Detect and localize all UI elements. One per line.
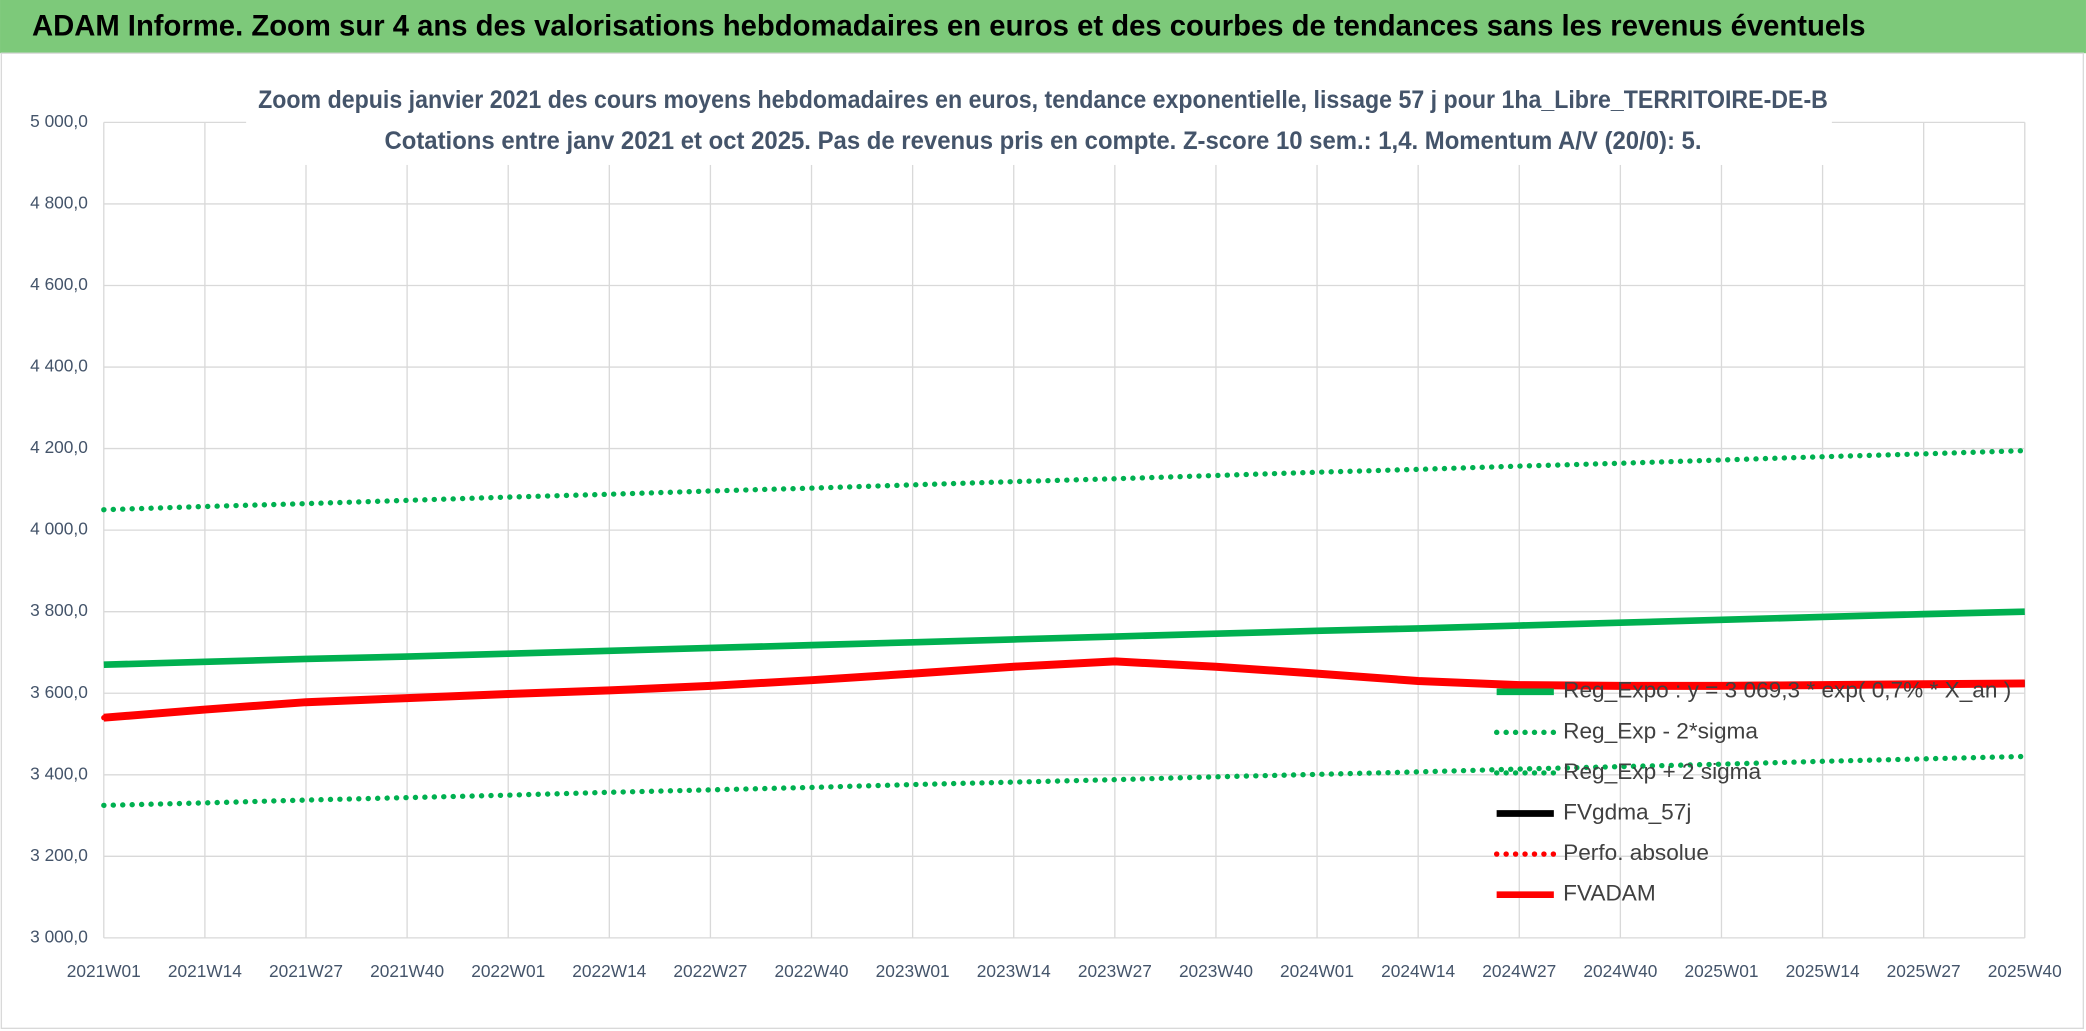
series-line bbox=[101, 753, 2028, 809]
x-tick-label: 2024W01 bbox=[1280, 961, 1354, 981]
y-tick-label: 5 000,0 bbox=[30, 111, 88, 131]
chart-subtitle: Cotations entre janv 2021 et oct 2025. P… bbox=[384, 127, 1701, 155]
x-tick-label: 2022W14 bbox=[572, 961, 646, 981]
x-tick-label: 2021W40 bbox=[370, 961, 444, 981]
x-tick-label: 2023W01 bbox=[876, 961, 950, 981]
y-tick-label: 3 200,0 bbox=[30, 845, 88, 865]
y-tick-label: 4 200,0 bbox=[30, 437, 88, 457]
plot-area: 3 000,0 3 200,0 3 400,0 3 600,0 3 800,0 4 000… bbox=[30, 111, 2062, 981]
series-line bbox=[103, 657, 2025, 722]
chart-frame bbox=[0, 52, 2084, 1030]
x-tick-label: 2025W27 bbox=[1887, 961, 1961, 981]
x-tick-label: 2022W01 bbox=[471, 961, 545, 981]
x-tick-label: 2021W14 bbox=[168, 961, 242, 981]
header-bar bbox=[0, 0, 2086, 54]
legend-label: FVgdma_57j bbox=[1563, 799, 1691, 824]
x-tick-label: 2022W40 bbox=[775, 961, 849, 981]
x-tick-label: 2024W14 bbox=[1381, 961, 1455, 981]
series-line bbox=[101, 447, 2028, 513]
x-tick-label: 2025W01 bbox=[1684, 961, 1758, 981]
x-tick-label: 2025W40 bbox=[1988, 961, 2062, 981]
series-line bbox=[103, 608, 2025, 669]
x-tick-label: 2024W40 bbox=[1583, 961, 1657, 981]
y-tick-label: 4 000,0 bbox=[30, 519, 88, 539]
x-tick-label: 2021W01 bbox=[67, 961, 141, 981]
x-tick-label: 2021W27 bbox=[269, 961, 343, 981]
legend-label: FVADAM bbox=[1563, 881, 1656, 906]
y-tick-label: 4 800,0 bbox=[30, 193, 88, 213]
x-tick-label: 2022W27 bbox=[673, 961, 747, 981]
y-tick-label: 3 000,0 bbox=[30, 926, 88, 946]
legend-label: Perfo. absolue bbox=[1563, 840, 1709, 865]
y-tick-label: 4 400,0 bbox=[30, 356, 88, 376]
y-tick-label: 3 800,0 bbox=[30, 600, 88, 620]
legend-label: Reg_Exp - 2*sigma bbox=[1563, 718, 1758, 743]
chart-title: Zoom depuis janvier 2021 des cours moyen… bbox=[258, 86, 1828, 114]
header-title: ADAM Informe. Zoom sur 4 ans des valoris… bbox=[32, 11, 1866, 43]
y-tick-label: 3 400,0 bbox=[30, 763, 88, 783]
x-tick-label: 2025W14 bbox=[1786, 961, 1860, 981]
x-tick-label: 2023W14 bbox=[977, 961, 1051, 981]
legend-label: Reg_Exp + 2 sigma bbox=[1563, 759, 1761, 784]
y-tick-label: 3 600,0 bbox=[30, 682, 88, 702]
x-tick-label: 2023W27 bbox=[1078, 961, 1152, 981]
x-tick-label: 2024W27 bbox=[1482, 961, 1556, 981]
x-tick-label: 2023W40 bbox=[1179, 961, 1253, 981]
title-background bbox=[246, 79, 1832, 165]
legend-label: Reg_Expo : y = 3 069,3 * exp( 0,7% * X_a… bbox=[1563, 678, 2011, 703]
y-tick-label: 4 600,0 bbox=[30, 274, 88, 294]
